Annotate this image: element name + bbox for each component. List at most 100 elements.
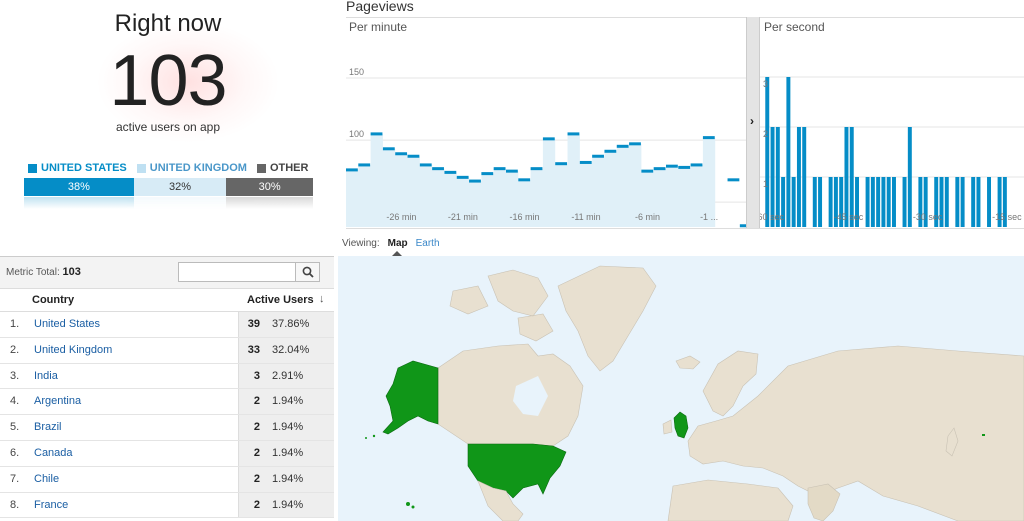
per-second-bar[interactable] [923, 177, 928, 227]
per-minute-step[interactable] [678, 165, 691, 169]
per-second-bar[interactable] [796, 127, 801, 227]
country-link[interactable]: France [28, 492, 238, 518]
per-second-bar[interactable] [833, 177, 838, 227]
chevron-right-icon[interactable]: › [750, 114, 754, 128]
per-minute-step[interactable] [629, 142, 641, 146]
map-greenland[interactable] [557, 265, 657, 372]
per-second-bar[interactable] [960, 177, 965, 227]
map-iceland[interactable] [675, 355, 701, 370]
per-minute-step[interactable] [604, 149, 617, 153]
per-minute-step[interactable] [567, 132, 580, 136]
per-minute-step[interactable] [666, 164, 678, 168]
world-map[interactable] [338, 256, 1024, 521]
per-minute-step[interactable] [358, 163, 371, 167]
per-minute-step[interactable] [370, 132, 383, 136]
country-link[interactable]: Chile [28, 466, 238, 492]
map-india[interactable] [807, 483, 841, 521]
per-second-bar[interactable] [855, 177, 859, 227]
per-second-bar[interactable] [902, 177, 907, 227]
per-second-bar[interactable] [892, 177, 896, 227]
country-link[interactable]: United Kingdom [28, 337, 238, 363]
per-second-bar[interactable] [765, 77, 770, 227]
arrow-down-icon[interactable]: ↓ [319, 293, 325, 305]
per-second-bar[interactable] [786, 77, 791, 227]
per-minute-step-current[interactable] [739, 224, 746, 228]
per-minute-step[interactable] [456, 175, 469, 179]
per-second-bar[interactable] [907, 127, 912, 227]
per-minute-step[interactable] [616, 144, 629, 148]
per-second-bar[interactable] [770, 127, 775, 227]
chart-divider-handle[interactable] [746, 17, 760, 228]
per-minute-step[interactable] [419, 163, 432, 167]
per-minute-step-current[interactable] [727, 178, 740, 182]
map-japan[interactable] [945, 427, 959, 457]
country-link[interactable]: Argentina [28, 389, 238, 415]
map-scandinavia[interactable] [702, 350, 759, 417]
search-button[interactable] [295, 262, 320, 282]
map-eurasia[interactable] [687, 345, 1024, 521]
map-marker-east[interactable] [982, 434, 985, 436]
per-second-bar[interactable] [1002, 177, 1007, 227]
view-map-tab[interactable]: Map [387, 238, 408, 256]
per-second-bar[interactable] [812, 177, 817, 227]
map-alaska[interactable] [382, 360, 439, 435]
per-minute-step[interactable] [432, 167, 444, 171]
per-minute-step[interactable] [641, 169, 654, 173]
per-minute-step[interactable] [555, 162, 568, 166]
per-minute-step[interactable] [444, 170, 457, 174]
view-earth-tab[interactable]: Earth [415, 238, 440, 249]
per-second-bar[interactable] [944, 177, 949, 227]
column-header-country[interactable]: Country [32, 294, 75, 306]
per-second-bar[interactable] [876, 177, 881, 227]
map-canada[interactable] [437, 343, 584, 447]
per-second-bar[interactable] [865, 177, 870, 227]
per-second-bar[interactable] [781, 177, 786, 227]
per-second-bar[interactable] [939, 177, 944, 227]
per-minute-step[interactable] [481, 172, 494, 176]
per-second-bar[interactable] [971, 177, 976, 227]
per-second-bar[interactable] [802, 127, 807, 227]
country-link[interactable]: United States [28, 312, 238, 337]
per-minute-step[interactable] [530, 167, 543, 171]
map-united-kingdom[interactable] [673, 411, 689, 439]
table-search-input[interactable] [178, 262, 296, 282]
country-link[interactable]: Canada [28, 440, 238, 466]
per-second-bar[interactable] [976, 177, 981, 227]
per-second-bar[interactable] [839, 177, 844, 227]
per-second-bar[interactable] [881, 177, 886, 227]
per-minute-step[interactable] [690, 163, 703, 167]
per-second-bar[interactable] [886, 177, 891, 227]
per-minute-step[interactable] [702, 136, 715, 140]
per-minute-step[interactable] [407, 154, 420, 158]
per-second-bar[interactable] [775, 127, 780, 227]
map-mexico[interactable] [477, 480, 524, 521]
per-second-bar[interactable] [844, 127, 849, 227]
per-second-bar[interactable] [934, 177, 939, 227]
per-minute-step[interactable] [506, 169, 518, 173]
per-minute-step[interactable] [382, 147, 395, 151]
per-minute-step[interactable] [592, 154, 604, 158]
per-second-bar[interactable] [791, 177, 796, 227]
per-minute-step[interactable] [653, 167, 666, 171]
map-africa[interactable] [667, 479, 794, 521]
map-arctic-islands[interactable] [449, 269, 554, 342]
country-link[interactable]: India [28, 363, 238, 389]
column-header-active-users[interactable]: Active Users [247, 294, 314, 306]
per-minute-step[interactable] [579, 160, 592, 164]
per-second-bar[interactable] [818, 177, 823, 227]
per-second-bar[interactable] [997, 177, 1002, 227]
per-second-bar[interactable] [870, 177, 875, 227]
per-second-bar[interactable] [918, 177, 923, 227]
per-minute-step[interactable] [395, 152, 408, 156]
per-minute-step[interactable] [346, 168, 358, 172]
per-minute-step[interactable] [518, 178, 531, 182]
per-second-bar[interactable] [849, 127, 854, 227]
map-hawaii[interactable] [406, 502, 410, 506]
map-ireland[interactable] [662, 419, 673, 435]
per-second-bar[interactable] [955, 177, 960, 227]
per-minute-step[interactable] [493, 167, 506, 171]
country-link[interactable]: Brazil [28, 415, 238, 440]
per-minute-step[interactable] [469, 179, 481, 183]
per-minute-step[interactable] [542, 137, 555, 141]
per-second-bar[interactable] [987, 177, 991, 227]
